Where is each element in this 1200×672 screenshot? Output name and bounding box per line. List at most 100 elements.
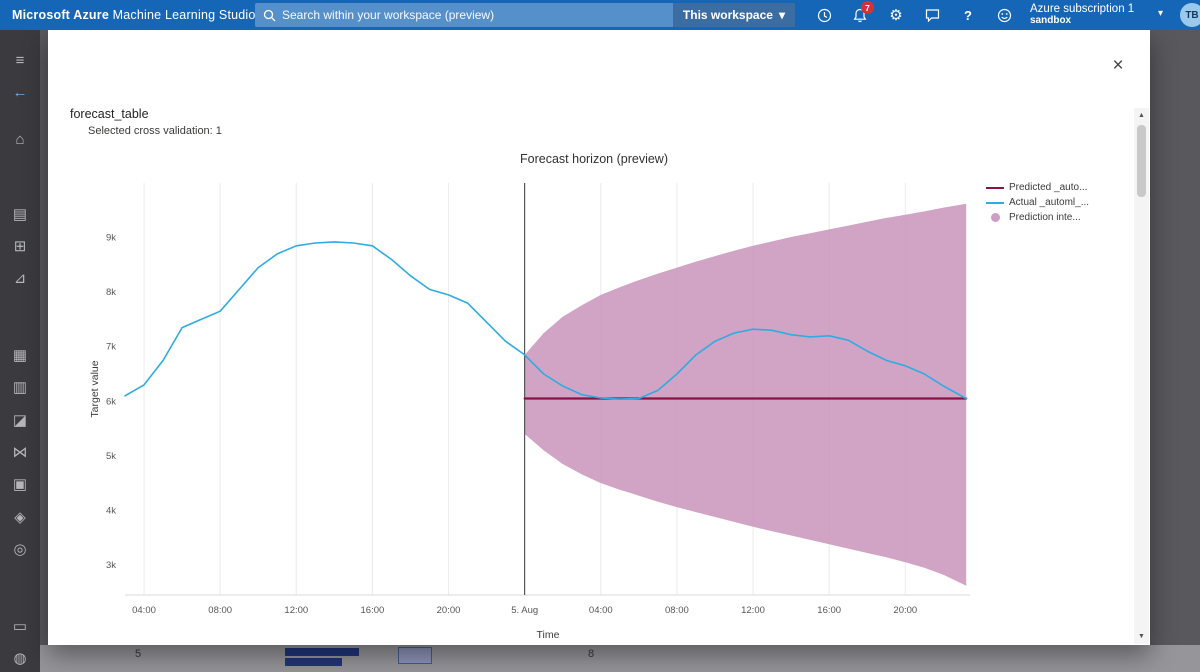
designer-icon: ⊿ <box>13 270 27 287</box>
chevron-down-icon: ▾ <box>778 8 785 22</box>
models-icon: ◈ <box>14 509 26 526</box>
scroll-down-button[interactable]: ▼ <box>1138 633 1145 640</box>
feedback-button[interactable] <box>914 0 950 30</box>
search-input[interactable] <box>282 3 673 27</box>
chart-title: Forecast horizon (preview) <box>520 152 668 166</box>
legend-label: Actual _automl_... <box>1009 197 1090 208</box>
clock-icon <box>817 8 831 22</box>
sidebar-item-components[interactable]: ◪ <box>0 406 40 434</box>
legend-item-0[interactable]: Predicted _auto... <box>986 182 1089 193</box>
jobs-icon: ▥ <box>12 379 28 396</box>
chart-legend: Predicted _auto... Actual _automl_... Pred… <box>986 182 1089 223</box>
y-tick-label: 9k <box>106 233 116 244</box>
dialog-scrollbar[interactable]: ▲ ▼ <box>1134 108 1149 644</box>
sidebar-item-models[interactable]: ◈ <box>0 503 40 531</box>
legend-swatch <box>986 201 1004 204</box>
help-button[interactable]: ? <box>950 0 986 30</box>
home-icon: ⌂ <box>15 130 25 148</box>
y-tick-label: 8k <box>106 287 116 298</box>
x-tick-label: 12:00 <box>284 605 308 616</box>
automl-icon: ⊞ <box>13 238 27 255</box>
subscription-name: Azure subscription 1 <box>1030 3 1135 15</box>
notification-badge: 7 <box>861 1 874 14</box>
y-tick-label: 3k <box>106 560 116 571</box>
app-title-product: Machine Learning Studio <box>109 8 256 22</box>
prediction-interval-area <box>524 203 967 586</box>
scroll-up-button[interactable]: ▲ <box>1138 112 1145 119</box>
top-app-bar: Microsoft Azure Machine Learning Studio … <box>0 0 1200 30</box>
sidebar-item-data[interactable]: ▦ <box>0 341 40 369</box>
app-title-brand: Microsoft Azure <box>12 8 109 22</box>
x-tick-label: 08:00 <box>208 605 232 616</box>
legend-swatch <box>991 213 1000 222</box>
search-icon <box>263 9 276 21</box>
sidebar-item-automl[interactable]: ⊞ <box>0 232 40 260</box>
series-actual <box>124 241 968 400</box>
x-tick-label: 12:00 <box>741 605 765 616</box>
x-tick-label: 04:00 <box>589 605 613 616</box>
notebooks-icon: ▤ <box>12 206 28 223</box>
workspace-scope-dropdown[interactable]: This workspace ▾ <box>672 3 795 27</box>
sidebar-item-jobs[interactable]: ▥ <box>0 373 40 401</box>
subscription-picker[interactable]: Azure subscription 1 sandbox <box>1030 3 1134 27</box>
settings-button[interactable]: ⚙ <box>878 0 914 30</box>
sidebar-item-compute[interactable]: ▭ <box>0 612 40 640</box>
background-table-value: 5 <box>135 648 142 660</box>
y-tick-label: 4k <box>106 505 116 516</box>
sidebar-item-pipelines[interactable]: ⋈ <box>0 438 40 466</box>
x-axis-title: Time <box>537 629 560 641</box>
forecast-chart: 04:00 08:00 12:00 16:00 20:00 5. Aug 04:00 08:0… <box>89 152 970 641</box>
forecast-dialog: × forecast_table Selected cross validati… <box>48 30 1150 645</box>
x-tick-label: 16:00 <box>817 605 841 616</box>
x-tick-label: 08:00 <box>665 605 689 616</box>
sidebar-item-environments[interactable]: ▣ <box>0 470 40 498</box>
workspace-name: sandbox <box>1030 15 1072 26</box>
close-button[interactable]: × <box>1104 52 1132 80</box>
avatar[interactable]: TB <box>1180 3 1200 27</box>
menu-icon: ≡ <box>15 51 25 69</box>
background-table-value: 8 <box>588 648 595 660</box>
smiley-icon <box>997 8 1011 22</box>
history-button[interactable] <box>806 0 842 30</box>
legend-label: Prediction inte... <box>1009 212 1081 223</box>
sidebar-item-designer[interactable]: ⊿ <box>0 264 40 292</box>
legend-swatch <box>986 186 1004 189</box>
sidebar-item-linked-services[interactable]: ◍ <box>0 644 40 672</box>
app-title: Microsoft Azure Machine Learning Studio <box>12 8 256 22</box>
y-tick-label: 5k <box>106 451 116 462</box>
close-icon: × <box>1112 55 1124 76</box>
environments-icon: ▣ <box>12 476 28 493</box>
cross-validation-label: Selected cross validation: 1 <box>88 125 222 137</box>
sidebar-item-notebooks[interactable]: ▤ <box>0 200 40 228</box>
components-icon: ◪ <box>12 412 28 429</box>
background-bar-outlined <box>398 647 432 664</box>
sidebar-item-back[interactable]: ← <box>0 78 40 106</box>
workspace-search[interactable]: This workspace ▾ <box>255 3 795 27</box>
sidebar-item-endpoints[interactable]: ◎ <box>0 535 40 563</box>
pipelines-icon: ⋈ <box>12 444 28 461</box>
x-tick-label: 20:00 <box>893 605 917 616</box>
gear-icon: ⚙ <box>889 7 903 24</box>
compute-icon: ▭ <box>12 618 28 635</box>
x-tick-label: 16:00 <box>361 605 385 616</box>
endpoints-icon: ◎ <box>13 541 27 558</box>
workspace-scope-label: This workspace <box>682 8 773 22</box>
legend-label: Predicted _auto... <box>1009 182 1088 193</box>
smiley-feedback-button[interactable] <box>986 0 1022 30</box>
sidebar-item-menu[interactable]: ≡ <box>0 46 40 74</box>
legend-item-2[interactable]: Prediction inte... <box>986 212 1089 223</box>
topbar-icon-group: 7 ⚙ ? <box>806 0 1022 30</box>
sidebar-item-home[interactable]: ⌂ <box>0 125 40 153</box>
background-table-strip: 5 8 <box>40 645 1200 672</box>
background-bar <box>285 648 359 656</box>
left-nav-rail: ≡ ← ⌂ ▤ ⊞ ⊿ ▦ ▥ ◪ ⋈ ▣ ◈ ◎ ▭ ◍ <box>0 30 40 672</box>
subscription-chevron-icon[interactable]: ▾ <box>1158 8 1164 19</box>
y-axis-title: Target value <box>89 360 101 417</box>
scroll-thumb[interactable] <box>1137 125 1146 197</box>
dialog-title: forecast_table <box>70 107 149 121</box>
notifications-button[interactable]: 7 <box>842 0 878 30</box>
help-icon: ? <box>964 7 972 23</box>
legend-item-1[interactable]: Actual _automl_... <box>986 197 1089 208</box>
feedback-bubble-icon <box>925 9 939 22</box>
x-tick-label: 20:00 <box>437 605 461 616</box>
